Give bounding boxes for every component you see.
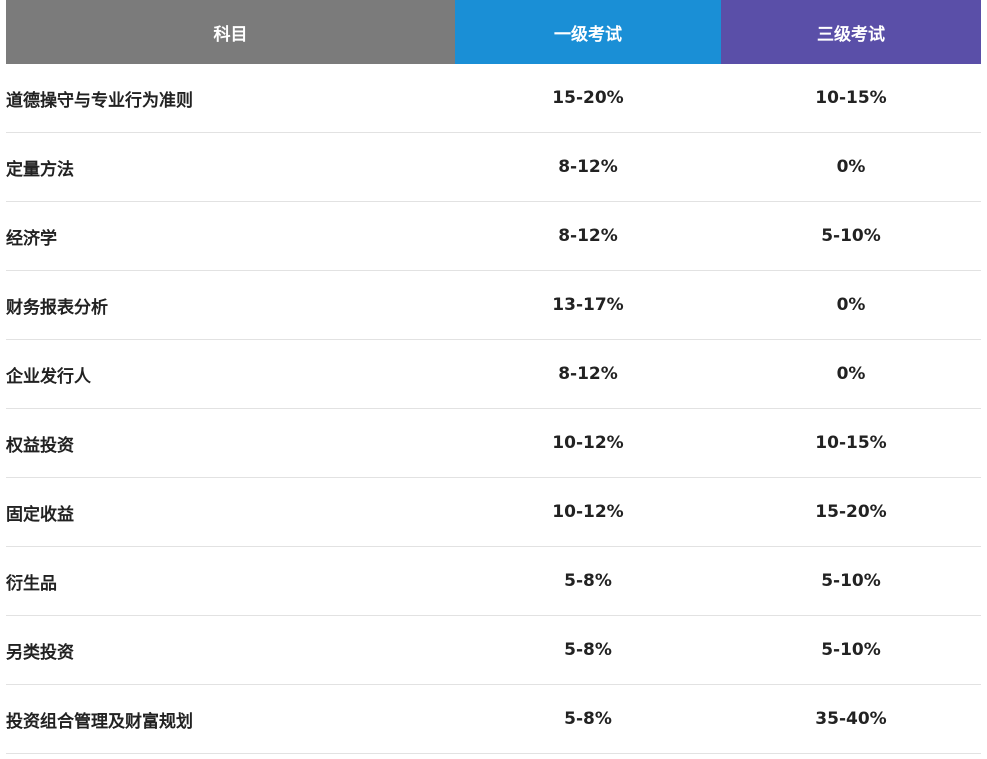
level3-weight-cell: 0% (836, 364, 866, 384)
subject-cell: 固定收益 (6, 504, 74, 525)
level3-weight-cell: 35-40% (815, 709, 887, 729)
level1-weight-cell: 10-12% (552, 502, 624, 522)
level3-weight-cell: 5-10% (821, 571, 881, 591)
level1-weight-cell: 8-12% (558, 226, 618, 246)
table-row: 衍生品 5-8% 5-10% (6, 547, 981, 616)
table-row: 财务报表分析 13-17% 0% (6, 271, 981, 340)
level3-weight-cell: 10-15% (815, 88, 887, 108)
table-header: 科目 一级考试 三级考试 (6, 0, 981, 64)
table-row: 道德操守与专业行为准则 15-20% 10-15% (6, 64, 981, 133)
level1-weight-cell: 10-12% (552, 433, 624, 453)
level1-weight-cell: 8-12% (558, 157, 618, 177)
subject-cell: 衍生品 (6, 573, 57, 594)
subject-cell: 定量方法 (6, 159, 74, 180)
level3-weight-cell: 15-20% (815, 502, 887, 522)
subject-cell: 财务报表分析 (6, 297, 108, 318)
subject-cell: 另类投资 (6, 642, 74, 663)
level1-weight-cell: 5-8% (564, 571, 612, 591)
table-row: 权益投资 10-12% 10-15% (6, 409, 981, 478)
table-row: 固定收益 10-12% 15-20% (6, 478, 981, 547)
level1-weight-cell: 15-20% (552, 88, 624, 108)
level1-weight-cell: 8-12% (558, 364, 618, 384)
table-row: 企业发行人 8-12% 0% (6, 340, 981, 409)
subject-cell: 经济学 (6, 228, 57, 249)
header-level3-exam: 三级考试 (721, 0, 981, 64)
level3-weight-cell: 0% (836, 295, 866, 315)
header-subject: 科目 (6, 0, 455, 64)
level1-weight-cell: 5-8% (564, 640, 612, 660)
table-row: 投资组合管理及财富规划 5-8% 35-40% (6, 685, 981, 754)
table-row: 经济学 8-12% 5-10% (6, 202, 981, 271)
level1-weight-cell: 13-17% (552, 295, 624, 315)
level3-weight-cell: 5-10% (821, 226, 881, 246)
table-row: 另类投资 5-8% 5-10% (6, 616, 981, 685)
level3-weight-cell: 5-10% (821, 640, 881, 660)
level1-weight-cell: 5-8% (564, 709, 612, 729)
table-body: 道德操守与专业行为准则 15-20% 10-15% 定量方法 8-12% 0% 经济学 8-1… (0, 64, 987, 754)
level3-weight-cell: 0% (836, 157, 866, 177)
header-level1-exam: 一级考试 (455, 0, 721, 64)
subject-cell: 权益投资 (6, 435, 74, 456)
table-row: 定量方法 8-12% 0% (6, 133, 981, 202)
level3-weight-cell: 10-15% (815, 433, 887, 453)
subject-cell: 投资组合管理及财富规划 (6, 711, 193, 732)
subject-cell: 企业发行人 (6, 366, 91, 387)
subject-cell: 道德操守与专业行为准则 (6, 90, 193, 111)
